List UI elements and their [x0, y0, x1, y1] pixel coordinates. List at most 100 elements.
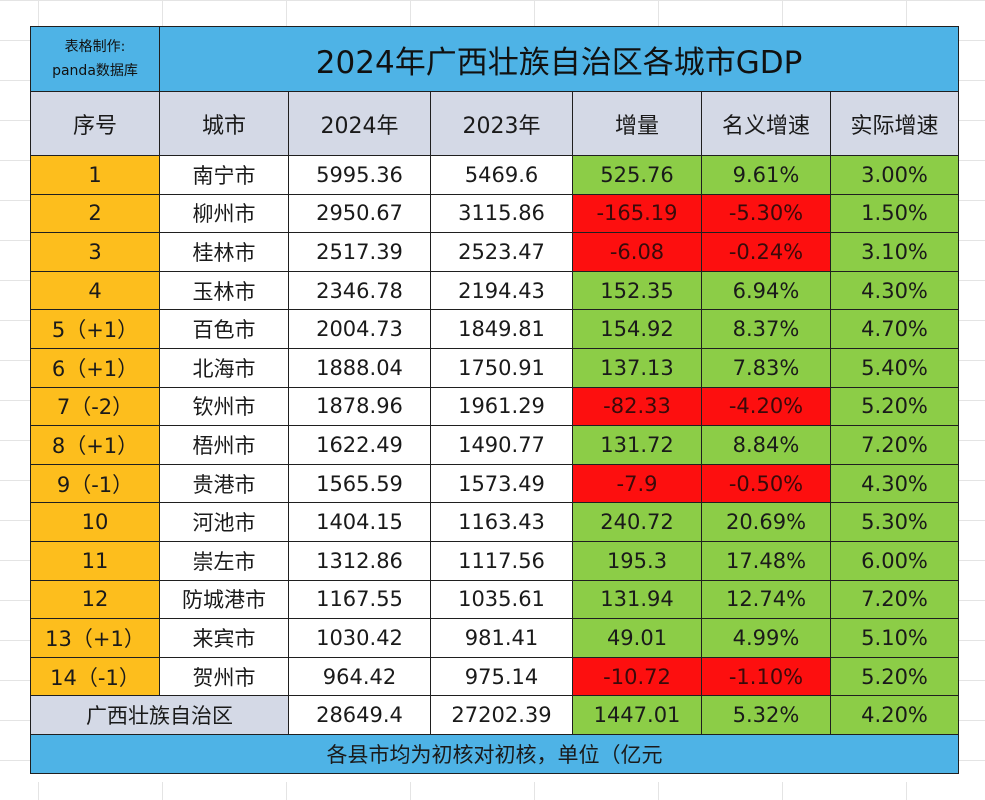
- gdp-2023-cell: 2194.43: [430, 270, 573, 311]
- table-row: 6（+1） 北海市 1888.04 1750.91 137.13 7.83% 5.40%: [30, 347, 960, 388]
- real-growth-cell: 5.10%: [829, 618, 960, 658]
- city-cell: 防城港市: [159, 579, 289, 620]
- nominal-growth-cell: 17.48%: [701, 540, 831, 581]
- nominal-growth-cell: -0.50%: [701, 463, 831, 504]
- table-row: 2 柳州市 2950.67 3115.86 -165.19 -5.30% 1.50%: [30, 193, 960, 234]
- real-growth-cell: 5.20%: [829, 386, 960, 427]
- real-growth-cell: 5.20%: [829, 656, 960, 697]
- gdp-2024-cell: 1312.86: [288, 540, 431, 581]
- real-growth-cell: 6.00%: [829, 540, 960, 581]
- table-row: 8（+1） 梧州市 1622.49 1490.77 131.72 8.84% 7.20%: [30, 425, 960, 465]
- table-row: 10 河池市 1404.15 1163.43 240.72 20.69% 5.30%: [30, 502, 960, 542]
- gdp-2023-cell: 981.41: [430, 618, 573, 658]
- gdp-2023-cell: 2523.47: [430, 232, 573, 272]
- real-growth-cell: 7.20%: [829, 579, 960, 620]
- total-increase-cell: 1447.01: [572, 695, 702, 736]
- increase-cell: -82.33: [572, 386, 702, 427]
- gdp-2024-cell: 964.42: [288, 656, 431, 697]
- increase-cell: 131.72: [572, 425, 702, 465]
- gdp-2024-cell: 2346.78: [288, 270, 431, 311]
- city-cell: 崇左市: [159, 540, 289, 581]
- gdp-2023-cell: 1849.81: [430, 309, 573, 349]
- increase-cell: -7.9: [572, 463, 702, 504]
- gdp-table-container: 表格制作: panda数据库 2024年广西壮族自治区各城市GDP 序号 城市 …: [29, 26, 960, 782]
- increase-cell: -165.19: [572, 193, 702, 234]
- credit-line-1: 表格制作:: [64, 39, 126, 55]
- gdp-2024-cell: 1565.59: [288, 463, 431, 504]
- real-growth-cell: 3.00%: [829, 155, 960, 195]
- gdp-2023-cell: 1750.91: [430, 347, 573, 388]
- gdp-2023-cell: 3115.86: [430, 193, 573, 234]
- increase-cell: -6.08: [572, 232, 702, 272]
- header-2024: 2024年: [288, 91, 431, 156]
- real-growth-cell: 5.40%: [829, 347, 960, 388]
- city-cell: 梧州市: [159, 425, 289, 465]
- gdp-2023-cell: 1035.61: [430, 579, 573, 620]
- rank-cell: 6（+1）: [30, 347, 160, 388]
- table-row: 9（-1） 贵港市 1565.59 1573.49 -7.9 -0.50% 4.30%: [30, 463, 960, 504]
- real-growth-cell: 1.50%: [829, 193, 960, 234]
- gdp-2024-cell: 1878.96: [288, 386, 431, 427]
- city-cell: 百色市: [159, 309, 289, 349]
- header-rank: 序号: [30, 91, 160, 156]
- increase-cell: 137.13: [572, 347, 702, 388]
- table-row: 4 玉林市 2346.78 2194.43 152.35 6.94% 4.30%: [30, 270, 960, 311]
- table-row: 3 桂林市 2517.39 2523.47 -6.08 -0.24% 3.10%: [30, 232, 960, 272]
- city-cell: 贺州市: [159, 656, 289, 697]
- nominal-growth-cell: -4.20%: [701, 386, 831, 427]
- city-cell: 北海市: [159, 347, 289, 388]
- gdp-2024-cell: 2950.67: [288, 193, 431, 234]
- rank-cell: 12: [30, 579, 160, 620]
- title-row: 表格制作: panda数据库 2024年广西壮族自治区各城市GDP: [30, 26, 960, 92]
- real-growth-cell: 4.70%: [829, 309, 960, 349]
- rank-cell: 2: [30, 193, 160, 234]
- header-nominal-growth: 名义增速: [701, 91, 831, 156]
- real-growth-cell: 7.20%: [829, 425, 960, 465]
- nominal-growth-cell: -0.24%: [701, 232, 831, 272]
- city-cell: 河池市: [159, 502, 289, 542]
- increase-cell: 152.35: [572, 270, 702, 311]
- table-row: 5（+1） 百色市 2004.73 1849.81 154.92 8.37% 4.70%: [30, 309, 960, 349]
- nominal-growth-cell: 20.69%: [701, 502, 831, 542]
- rank-cell: 9（-1）: [30, 463, 160, 504]
- column-header-row: 序号 城市 2024年 2023年 增量 名义增速 实际增速: [30, 91, 960, 156]
- table-row: 1 南宁市 5995.36 5469.6 525.76 9.61% 3.00%: [30, 155, 960, 195]
- gdp-2023-cell: 1573.49: [430, 463, 573, 504]
- rank-cell: 11: [30, 540, 160, 581]
- nominal-growth-cell: 6.94%: [701, 270, 831, 311]
- nominal-growth-cell: -1.10%: [701, 656, 831, 697]
- real-growth-cell: 3.10%: [829, 232, 960, 272]
- total-2024-cell: 28649.4: [288, 695, 431, 736]
- city-cell: 柳州市: [159, 193, 289, 234]
- city-cell: 玉林市: [159, 270, 289, 311]
- credit-line-2: panda数据库: [52, 63, 138, 79]
- total-real-growth-cell: 4.20%: [829, 695, 960, 736]
- gdp-table: 表格制作: panda数据库 2024年广西壮族自治区各城市GDP 序号 城市 …: [29, 26, 960, 775]
- gdp-2023-cell: 1490.77: [430, 425, 573, 465]
- gdp-2024-cell: 2517.39: [288, 232, 431, 272]
- gdp-2024-cell: 1622.49: [288, 425, 431, 465]
- nominal-growth-cell: 12.74%: [701, 579, 831, 620]
- header-real-growth: 实际增速: [829, 91, 960, 156]
- table-row: 11 崇左市 1312.86 1117.56 195.3 17.48% 6.00%: [30, 540, 960, 581]
- gdp-2023-cell: 1961.29: [430, 386, 573, 427]
- increase-cell: 154.92: [572, 309, 702, 349]
- total-row: 广西壮族自治区 28649.4 27202.39 1447.01 5.32% 4.20%: [30, 695, 960, 736]
- rank-cell: 8（+1）: [30, 425, 160, 465]
- city-cell: 来宾市: [159, 618, 289, 658]
- increase-cell: 525.76: [572, 155, 702, 195]
- rank-cell: 14（-1）: [30, 656, 160, 697]
- total-nominal-growth-cell: 5.32%: [701, 695, 831, 736]
- gdp-2024-cell: 1167.55: [288, 579, 431, 620]
- real-growth-cell: 5.30%: [829, 502, 960, 542]
- rank-cell: 10: [30, 502, 160, 542]
- real-growth-cell: 4.30%: [829, 270, 960, 311]
- gdp-2024-cell: 1030.42: [288, 618, 431, 658]
- table-footnote: 各县市均为初核对初核，单位（亿元: [29, 734, 960, 775]
- nominal-growth-cell: 9.61%: [701, 155, 831, 195]
- table-title: 2024年广西壮族自治区各城市GDP: [158, 26, 960, 92]
- city-cell: 南宁市: [159, 155, 289, 195]
- nominal-growth-cell: -5.30%: [701, 193, 831, 234]
- increase-cell: 240.72: [572, 502, 702, 542]
- header-increase: 增量: [572, 91, 702, 156]
